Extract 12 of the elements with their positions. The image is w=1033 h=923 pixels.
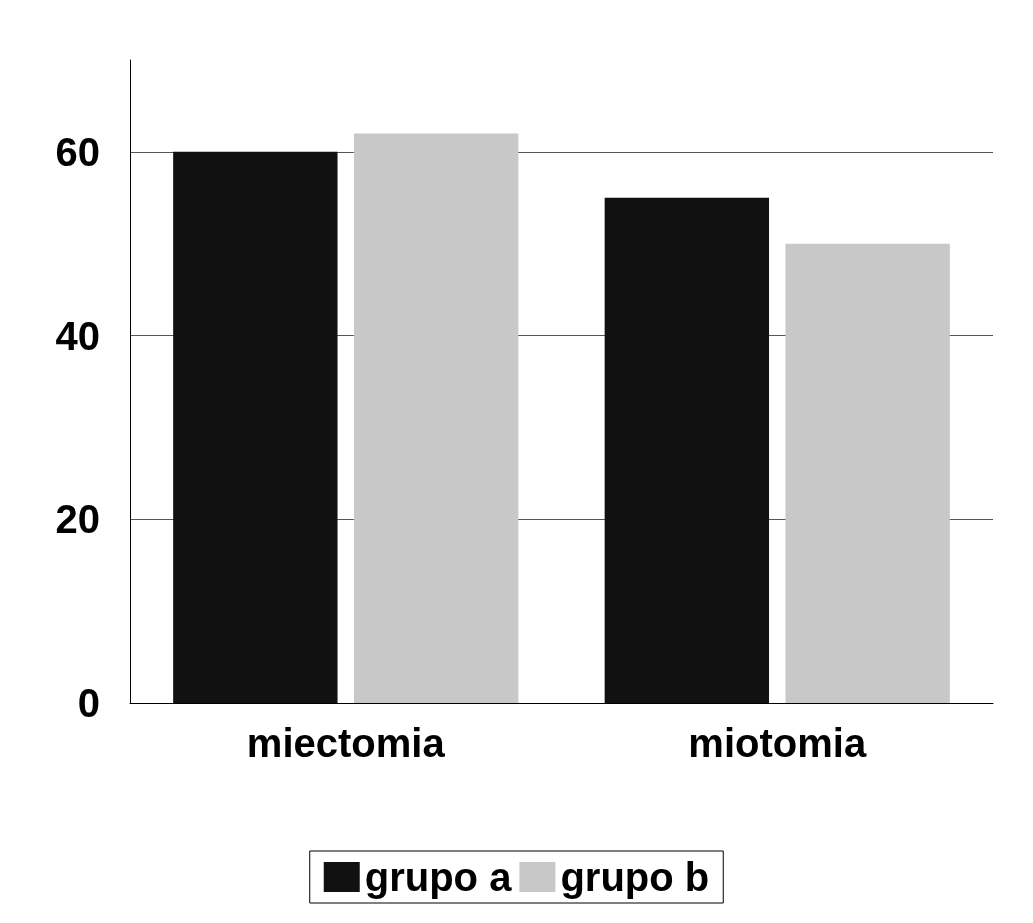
y-tick-label: 20	[55, 497, 100, 542]
bar	[173, 151, 338, 703]
x-tick-label: miectomia	[246, 721, 446, 765]
bar	[604, 197, 770, 703]
bar	[353, 133, 519, 703]
legend-label: grupo b	[560, 855, 710, 899]
y-tick-label: 40	[55, 313, 100, 358]
bar	[785, 243, 950, 703]
y-tick-label: 60	[55, 129, 100, 174]
x-tick-label: miotomia	[688, 721, 867, 765]
legend-label: grupo a	[364, 855, 513, 899]
y-tick-label: 0	[77, 681, 100, 725]
